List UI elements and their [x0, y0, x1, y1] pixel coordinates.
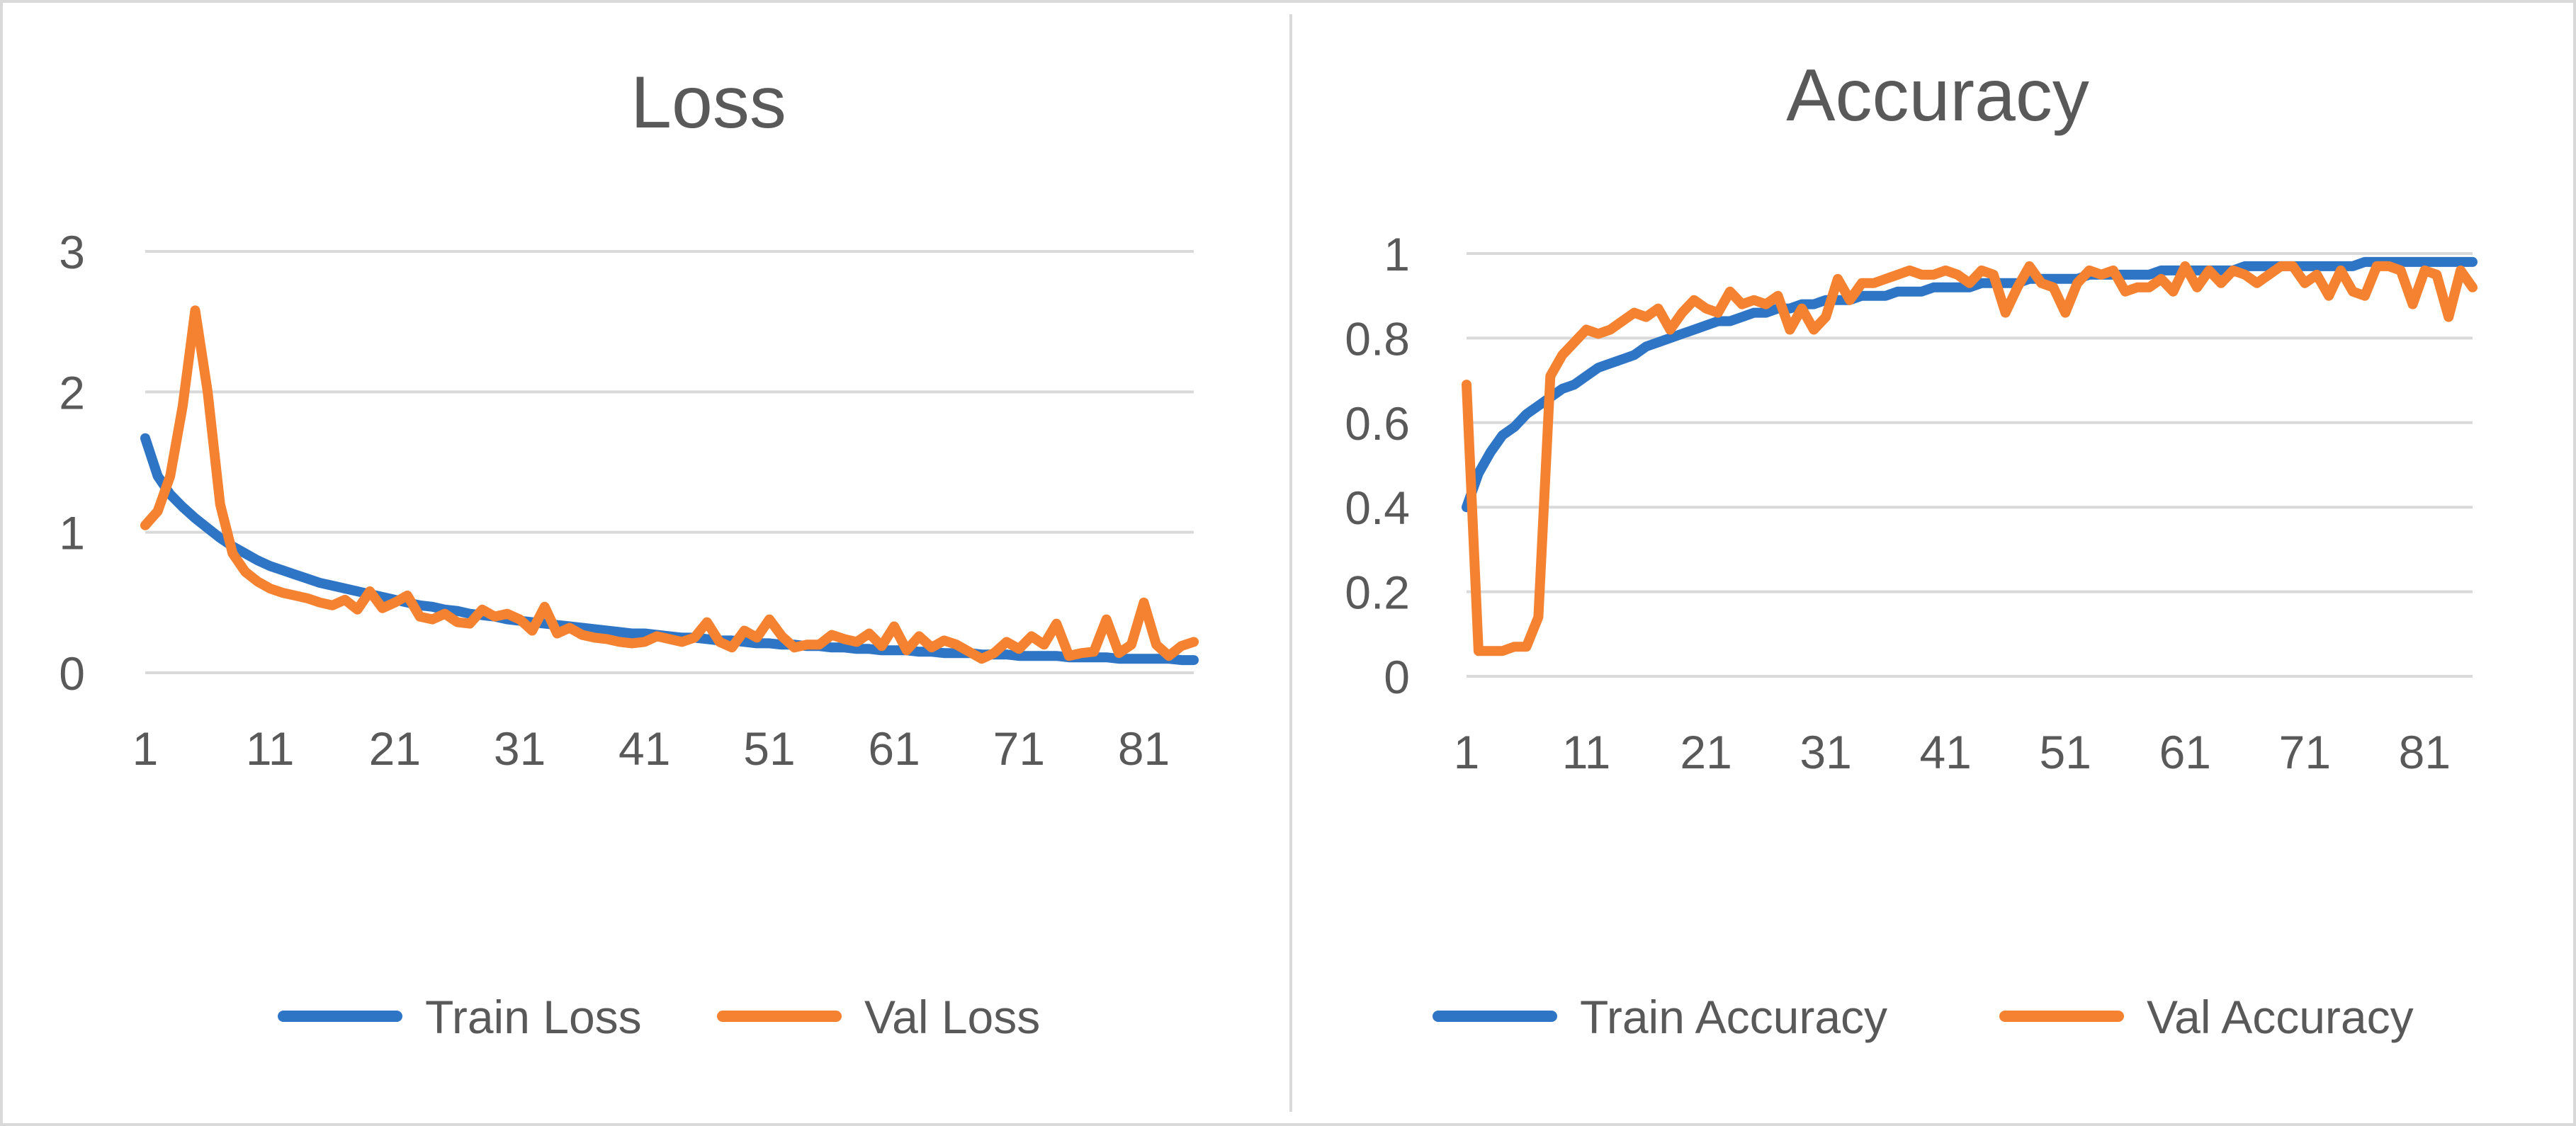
loss-xtick-label: 1 — [132, 722, 159, 775]
train-loss-legend-label: Train Loss — [425, 991, 642, 1043]
accuracy-xtick-label: 11 — [1562, 726, 1611, 778]
loss-chart-title: Loss — [631, 62, 786, 144]
accuracy-xtick-label: 71 — [2279, 726, 2331, 778]
train-loss-line — [140, 433, 1199, 666]
val-accuracy-line — [1462, 261, 2478, 656]
accuracy-ytick-label: 0.2 — [1345, 567, 1410, 619]
val-loss-line — [140, 305, 1199, 664]
accuracy-chart: Accuracy 00.20.40.60.81 1 11 21 31 41 51 61 71 8… — [1345, 55, 2478, 1043]
loss-xtick-label: 71 — [993, 722, 1045, 775]
accuracy-xtick-label: 1 — [1454, 726, 1480, 778]
val-accuracy-legend-label: Val Accuracy — [2147, 991, 2414, 1043]
accuracy-ytick-label: 1 — [1384, 228, 1410, 280]
accuracy-xtick-label: 51 — [2040, 726, 2091, 778]
accuracy-chart-title: Accuracy — [1786, 55, 2089, 137]
loss-xtick-label: 31 — [494, 722, 546, 775]
accuracy-ytick-label: 0.4 — [1345, 482, 1410, 534]
accuracy-xtick-label: 81 — [2399, 726, 2451, 778]
accuracy-xtick-label: 41 — [1919, 726, 1971, 778]
accuracy-ytick-label: 0 — [1384, 651, 1410, 703]
accuracy-xtick-label: 21 — [1680, 726, 1732, 778]
accuracy-xtick-label: 61 — [2159, 726, 2211, 778]
panel-divider — [1289, 14, 1292, 1112]
train-accuracy-line — [1462, 256, 2478, 513]
accuracy-ytick-label: 0.8 — [1345, 312, 1410, 365]
val-loss-legend-label: Val Loss — [864, 991, 1040, 1043]
loss-ytick-label: 3 — [59, 226, 85, 278]
loss-xtick-label: 61 — [868, 722, 920, 775]
loss-xtick-label: 81 — [1118, 722, 1170, 775]
loss-xtick-label: 41 — [618, 722, 670, 775]
loss-xtick-label: 11 — [246, 722, 295, 775]
loss-xtick-label: 51 — [743, 722, 795, 775]
loss-ytick-label: 0 — [59, 647, 85, 700]
loss-ytick-label: 2 — [59, 366, 85, 419]
accuracy-xtick-label: 31 — [1800, 726, 1851, 778]
train-accuracy-legend-label: Train Accuracy — [1580, 991, 1887, 1043]
loss-ytick-label: 1 — [59, 507, 85, 559]
loss-xtick-label: 21 — [369, 722, 421, 775]
accuracy-ytick-label: 0.6 — [1345, 397, 1410, 450]
